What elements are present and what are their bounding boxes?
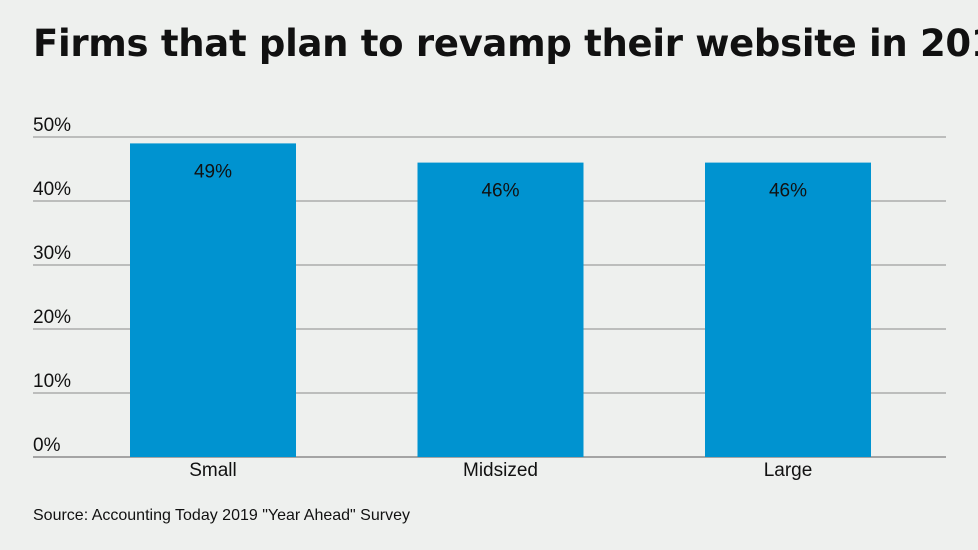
data-label: 46%	[481, 181, 519, 202]
x-axis-ticks: Small Midsized Large	[189, 460, 812, 481]
data-label: 49%	[194, 161, 232, 182]
y-tick-label: 40%	[33, 179, 71, 200]
chart-title: Firms that plan to revamp their website …	[33, 22, 978, 65]
y-tick-label: 0%	[33, 435, 61, 456]
bar-small	[130, 143, 296, 457]
bars: 49% 46% 46%	[130, 143, 871, 457]
y-tick-label: 50%	[33, 115, 71, 136]
bar-midsized	[417, 162, 584, 457]
bar-large	[705, 162, 871, 457]
y-tick-label: 10%	[33, 371, 71, 392]
data-label: 46%	[769, 181, 807, 202]
x-tick-label: Large	[764, 460, 813, 481]
x-tick-label: Small	[189, 460, 237, 481]
x-tick-label: Midsized	[463, 460, 538, 481]
y-axis-ticks: 0% 10% 20% 30% 40% 50%	[33, 115, 71, 456]
source-note: Source: Accounting Today 2019 "Year Ahea…	[33, 507, 410, 524]
y-tick-label: 30%	[33, 243, 71, 264]
y-tick-label: 20%	[33, 307, 71, 328]
